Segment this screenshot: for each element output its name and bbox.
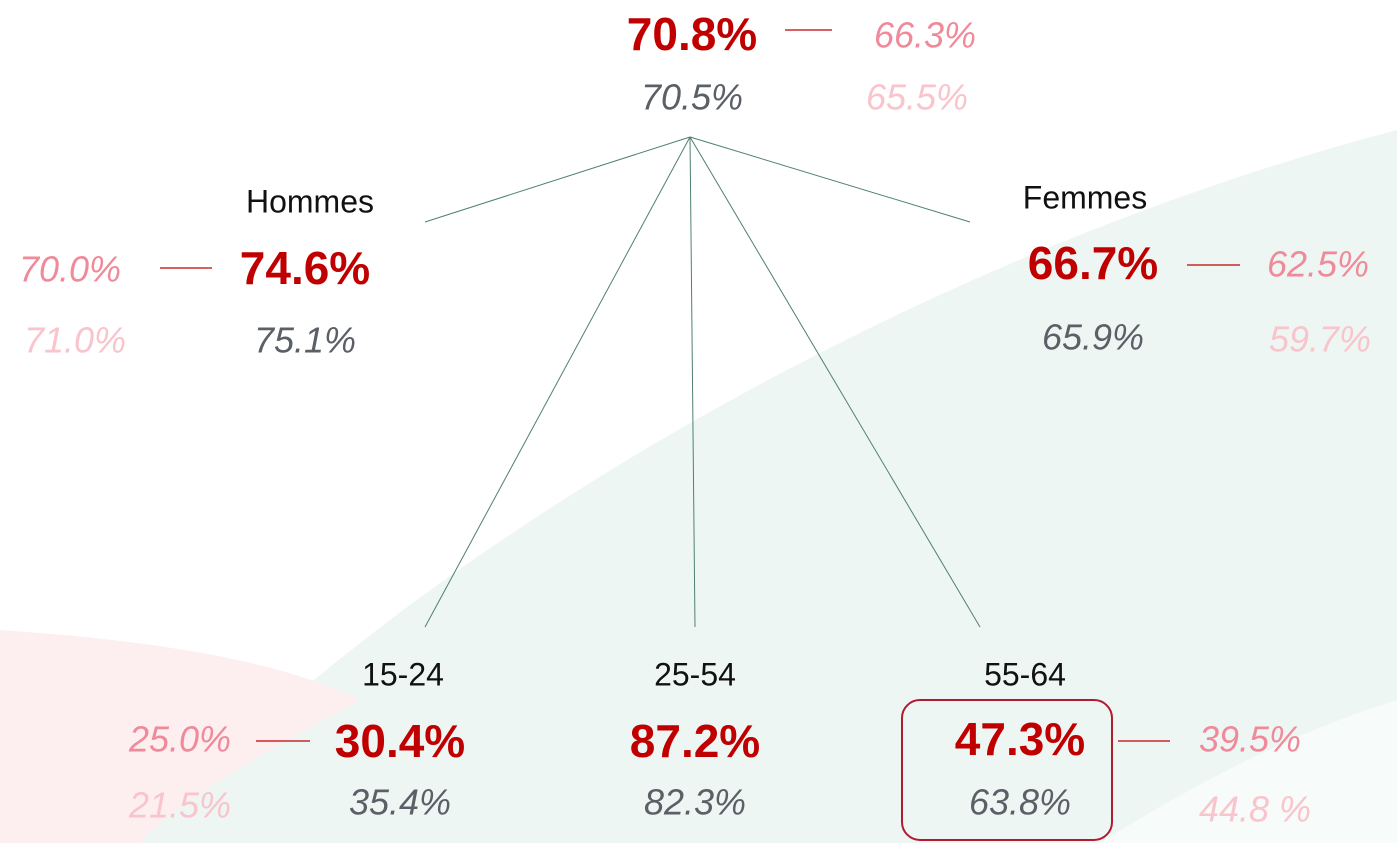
- sub-value: 82.3%: [644, 782, 746, 823]
- side-main-value: 39.5%: [1199, 719, 1301, 760]
- main-value: 74.6%: [240, 242, 370, 294]
- sub-value: 65.9%: [1042, 317, 1144, 358]
- link: [424, 136, 691, 223]
- node-label: Femmes: [1023, 179, 1147, 215]
- link: [689, 136, 696, 628]
- node-label: 15-24: [362, 656, 444, 692]
- main-value: 70.8%: [627, 8, 757, 60]
- side-sub-value: 21.5%: [128, 785, 231, 826]
- side-sub-value: 65.5%: [866, 77, 968, 118]
- sub-value: 63.8%: [969, 782, 1071, 823]
- node-label: 25-54: [654, 656, 736, 692]
- main-value: 30.4%: [335, 715, 465, 767]
- sub-value: 70.5%: [641, 77, 743, 118]
- side-main-value: 25.0%: [128, 719, 231, 760]
- background-pink: [0, 630, 360, 843]
- side-main-value: 62.5%: [1267, 244, 1369, 285]
- link: [689, 136, 981, 628]
- link: [689, 136, 971, 223]
- link: [424, 136, 691, 628]
- main-value: 87.2%: [630, 715, 760, 767]
- side-sub-value: 44.8 %: [1199, 789, 1311, 830]
- side-sub-value: 59.7%: [1269, 319, 1371, 360]
- sub-value: 35.4%: [349, 782, 451, 823]
- node-label: Hommes: [246, 183, 374, 219]
- node-label: 55-64: [984, 656, 1066, 692]
- side-main-value: 66.3%: [874, 15, 976, 56]
- main-value: 66.7%: [1028, 237, 1158, 289]
- highlight-box: [901, 699, 1113, 841]
- main-value: 47.3%: [955, 713, 1085, 765]
- sub-value: 75.1%: [254, 320, 356, 361]
- side-sub-value: 71.0%: [24, 320, 126, 361]
- background-teal: [140, 130, 1397, 843]
- background-light: [1100, 700, 1397, 843]
- side-main-value: 70.0%: [19, 249, 121, 290]
